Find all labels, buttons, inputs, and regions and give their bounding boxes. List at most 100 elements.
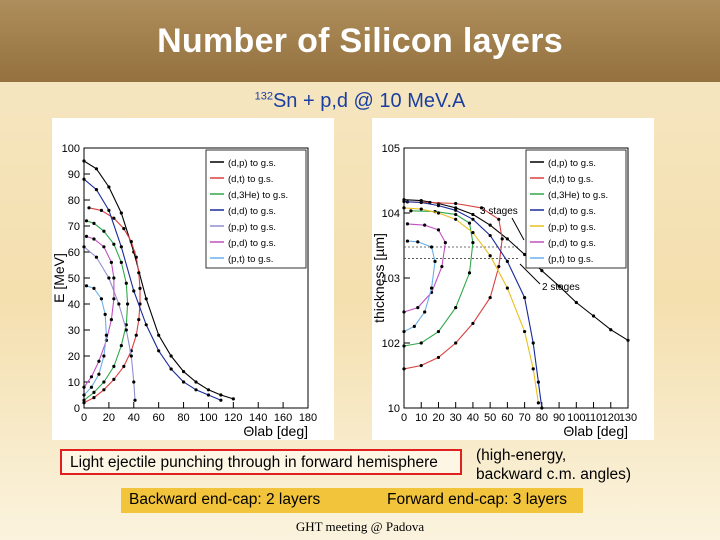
data-point bbox=[454, 306, 458, 310]
x-axis-label: Θlab [deg] bbox=[243, 423, 308, 439]
data-point bbox=[454, 206, 458, 210]
series-line bbox=[83, 178, 222, 401]
data-point bbox=[112, 276, 116, 280]
data-point bbox=[467, 221, 472, 225]
y-axis-label: thickness [µm] bbox=[372, 233, 387, 323]
legend-label: (d,3He) to g.s. bbox=[548, 190, 608, 201]
data-point bbox=[112, 216, 116, 220]
x-tick-label: 60 bbox=[501, 412, 513, 424]
x-tick-label: 20 bbox=[103, 412, 115, 424]
data-point bbox=[540, 268, 544, 273]
x-tick-label: 0 bbox=[81, 412, 87, 424]
y-tick-label: 10 bbox=[388, 403, 400, 415]
data-point bbox=[416, 306, 420, 310]
x-tick-label: 60 bbox=[153, 412, 165, 424]
subtitle-reaction: Sn + p,d @ 10 MeV.A bbox=[272, 90, 466, 112]
data-point bbox=[471, 217, 475, 221]
data-point bbox=[119, 260, 123, 264]
data-point bbox=[505, 259, 509, 264]
data-point bbox=[104, 333, 108, 337]
energy-chart: 0 20 40 60 80 100 120 140 160 180 0 10 20 30 40 50 60 70 8… bbox=[51, 143, 317, 439]
data-point bbox=[112, 297, 116, 301]
data-point bbox=[82, 401, 86, 405]
data-point bbox=[138, 286, 142, 290]
data-point bbox=[454, 212, 458, 217]
x-tick-label: 120 bbox=[224, 412, 242, 424]
data-point bbox=[99, 208, 104, 212]
y-tick-label: 104 bbox=[382, 208, 400, 220]
data-point bbox=[82, 177, 86, 181]
annotation-label: 3 stages bbox=[480, 206, 518, 217]
backward-endcap-text: Backward end-cap: 2 layers bbox=[129, 491, 321, 508]
y-tick-label: 90 bbox=[68, 169, 80, 181]
endcap-banner: Backward end-cap: 2 layers Forward end-c… bbox=[121, 488, 583, 513]
data-point bbox=[94, 255, 99, 259]
data-point bbox=[443, 241, 447, 245]
data-point bbox=[133, 398, 137, 402]
data-point bbox=[402, 310, 406, 314]
legend-box bbox=[525, 149, 627, 269]
data-point bbox=[500, 237, 504, 241]
data-point bbox=[112, 377, 116, 381]
data-point bbox=[433, 259, 437, 264]
data-point bbox=[117, 302, 121, 306]
data-point bbox=[103, 312, 107, 316]
x-tick-label: 120 bbox=[602, 412, 620, 424]
y-tick-label: 103 bbox=[382, 273, 400, 285]
y-tick-label: 10 bbox=[68, 377, 80, 389]
y-tick-label: 20 bbox=[68, 351, 80, 363]
data-point bbox=[405, 239, 410, 243]
data-point bbox=[536, 380, 540, 384]
x-tick-label: 110 bbox=[585, 412, 603, 424]
data-point bbox=[412, 324, 416, 329]
data-point bbox=[84, 234, 89, 238]
legend-box bbox=[205, 149, 307, 269]
data-point bbox=[124, 328, 128, 332]
legend-label: (p,p) to g.s. bbox=[548, 222, 596, 233]
data-point bbox=[416, 240, 420, 244]
data-point bbox=[99, 297, 104, 301]
data-point bbox=[102, 380, 106, 384]
data-point bbox=[231, 397, 235, 401]
data-point bbox=[505, 286, 509, 290]
data-point bbox=[405, 222, 410, 226]
data-point bbox=[402, 367, 406, 371]
data-point bbox=[92, 390, 96, 394]
data-point bbox=[419, 363, 423, 368]
data-point bbox=[219, 393, 223, 397]
data-point bbox=[419, 200, 423, 205]
data-point bbox=[94, 167, 99, 171]
data-point bbox=[92, 396, 96, 400]
legend-label: (d,p) to g.s. bbox=[548, 158, 596, 169]
legend-label: (d,3He) to g.s. bbox=[228, 190, 288, 201]
data-point bbox=[419, 207, 423, 211]
x-tick-label: 140 bbox=[249, 412, 267, 424]
data-point bbox=[125, 302, 130, 306]
data-point bbox=[144, 323, 148, 327]
data-point bbox=[454, 201, 458, 206]
data-point bbox=[428, 200, 432, 205]
x-tick-label: 100 bbox=[199, 412, 217, 424]
data-point bbox=[112, 364, 116, 368]
data-point bbox=[122, 227, 126, 231]
data-point bbox=[134, 333, 138, 337]
legend-label: (d,d) to g.s. bbox=[228, 206, 276, 217]
footer-text: GHT meeting @ Padova bbox=[295, 519, 425, 534]
x-tick-label: 160 bbox=[274, 412, 292, 424]
series-line bbox=[403, 207, 539, 403]
x-tick-label: 180 bbox=[299, 412, 317, 424]
data-point bbox=[109, 318, 113, 322]
data-point bbox=[436, 211, 441, 215]
data-point bbox=[429, 286, 434, 290]
data-point bbox=[97, 359, 101, 363]
data-point bbox=[206, 388, 211, 392]
punch-through-text: Light ejectile punching through in forwa… bbox=[70, 454, 438, 471]
data-point bbox=[82, 245, 86, 249]
data-point bbox=[102, 388, 106, 392]
data-point bbox=[471, 321, 475, 326]
y-tick-label: 60 bbox=[68, 247, 80, 259]
x-tick-label: 70 bbox=[518, 412, 530, 424]
data-point bbox=[82, 385, 86, 389]
y-tick-label: 0 bbox=[74, 403, 80, 415]
angle-note-line1: (high-energy, bbox=[476, 447, 567, 464]
